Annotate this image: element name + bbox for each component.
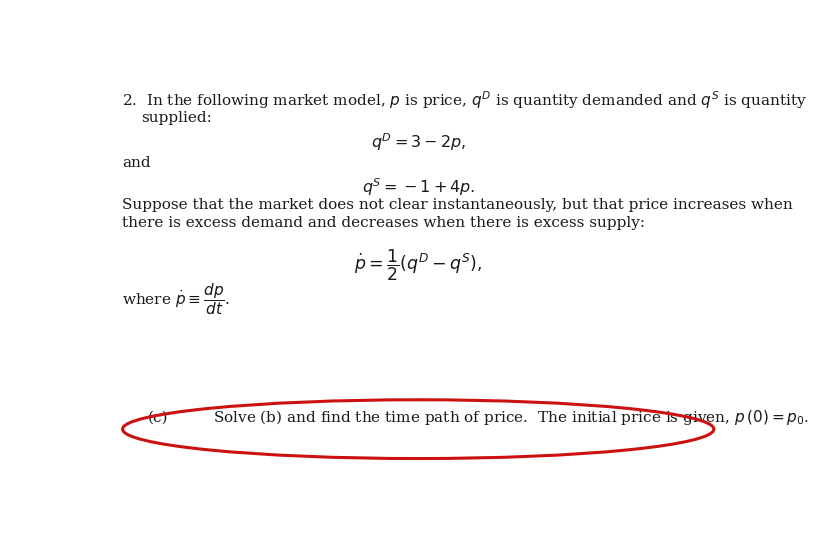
Text: $q^D = 3-2p,$: $q^D = 3-2p,$ [370,131,466,153]
Text: Solve (b) and find the time path of price.  The initial price is given, $p\,(0) : Solve (b) and find the time path of pric… [213,408,809,427]
Text: supplied:: supplied: [141,111,212,125]
Text: Suppose that the market does not clear instantaneously, but that price increases: Suppose that the market does not clear i… [122,199,793,212]
Text: there is excess demand and decreases when there is excess supply:: there is excess demand and decreases whe… [122,216,645,230]
Text: (c): (c) [148,411,168,425]
Text: $q^S = -1+4p.$: $q^S = -1+4p.$ [361,176,475,198]
Text: $\dot{p} = \dfrac{1}{2}(q^D - q^S),$: $\dot{p} = \dfrac{1}{2}(q^D - q^S),$ [354,247,482,283]
Text: where $\dot{p} \equiv \dfrac{dp}{dt}.$: where $\dot{p} \equiv \dfrac{dp}{dt}.$ [122,281,230,317]
Text: 2.  In the following market model, $p$ is price, $q^D$ is quantity demanded and : 2. In the following market model, $p$ is… [122,90,807,112]
Text: and: and [122,156,151,170]
